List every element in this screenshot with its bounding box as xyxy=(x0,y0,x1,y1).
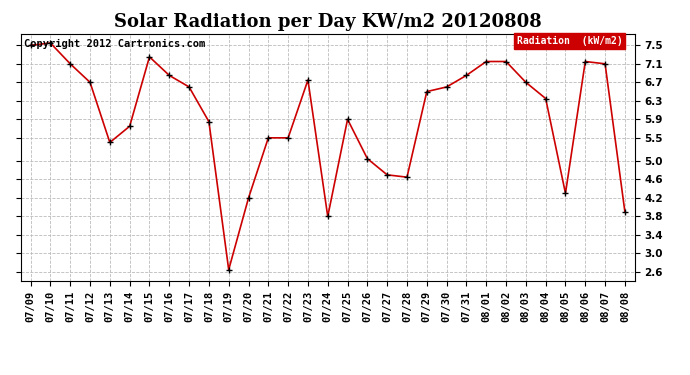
Text: Radiation  (kW/m2): Radiation (kW/m2) xyxy=(517,36,622,46)
Text: Copyright 2012 Cartronics.com: Copyright 2012 Cartronics.com xyxy=(23,39,205,49)
Title: Solar Radiation per Day KW/m2 20120808: Solar Radiation per Day KW/m2 20120808 xyxy=(114,13,542,31)
